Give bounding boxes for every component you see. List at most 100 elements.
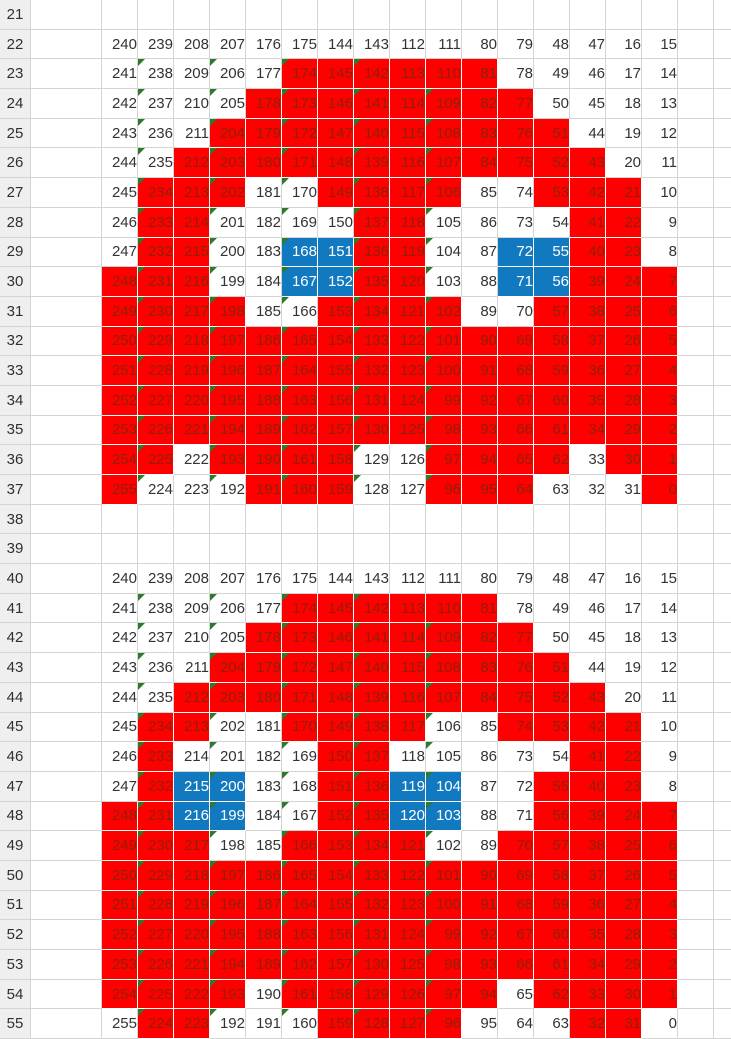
grid-cell[interactable]: 145 xyxy=(318,593,354,623)
grid-cell[interactable]: 177 xyxy=(246,59,282,89)
grid-cell[interactable]: 120 xyxy=(390,801,426,831)
grid-cell[interactable]: 209 xyxy=(174,593,210,623)
grid-cell[interactable]: 246 xyxy=(102,207,138,237)
grid-cell[interactable]: 108 xyxy=(426,653,462,683)
grid-cell[interactable]: 74 xyxy=(498,712,534,742)
grid-cell[interactable]: 4 xyxy=(642,356,678,386)
grid-cell[interactable]: 210 xyxy=(174,623,210,653)
grid-cell[interactable]: 175 xyxy=(282,29,318,59)
grid-cell[interactable]: 33 xyxy=(570,979,606,1009)
grid-cell[interactable]: 204 xyxy=(210,653,246,683)
grid-cell[interactable] xyxy=(498,534,534,564)
grid-cell[interactable]: 119 xyxy=(390,237,426,267)
grid-cell[interactable]: 40 xyxy=(570,771,606,801)
grid-cell[interactable]: 167 xyxy=(282,801,318,831)
grid-cell[interactable]: 232 xyxy=(138,771,174,801)
blank-column-cell[interactable] xyxy=(31,148,102,178)
grid-cell[interactable]: 250 xyxy=(102,860,138,890)
grid-cell[interactable]: 182 xyxy=(246,742,282,772)
grid-cell[interactable] xyxy=(354,534,390,564)
grid-cell[interactable]: 201 xyxy=(210,207,246,237)
grid-cell[interactable] xyxy=(462,0,498,29)
grid-cell[interactable]: 149 xyxy=(318,178,354,208)
grid-cell[interactable]: 91 xyxy=(462,356,498,386)
grid-cell[interactable]: 81 xyxy=(462,59,498,89)
grid-cell[interactable]: 60 xyxy=(534,920,570,950)
grid-cell[interactable] xyxy=(246,0,282,29)
grid-cell[interactable]: 128 xyxy=(354,475,390,505)
grid-cell[interactable]: 3 xyxy=(642,385,678,415)
grid-cell[interactable]: 188 xyxy=(246,385,282,415)
grid-cell[interactable] xyxy=(534,504,570,534)
grid-cell[interactable]: 54 xyxy=(534,207,570,237)
grid-cell[interactable]: 9 xyxy=(642,207,678,237)
grid-cell[interactable]: 4 xyxy=(642,890,678,920)
grid-cell[interactable]: 170 xyxy=(282,712,318,742)
grid-cell[interactable]: 187 xyxy=(246,890,282,920)
trailing-blank-cell[interactable] xyxy=(714,504,731,534)
grid-cell[interactable]: 190 xyxy=(246,979,282,1009)
blank-column-cell[interactable] xyxy=(31,890,102,920)
grid-cell[interactable]: 177 xyxy=(246,593,282,623)
grid-cell[interactable]: 36 xyxy=(570,890,606,920)
row-header[interactable]: 25 xyxy=(0,118,31,148)
grid-cell[interactable]: 118 xyxy=(390,207,426,237)
grid-cell[interactable]: 182 xyxy=(246,207,282,237)
grid-cell[interactable]: 225 xyxy=(138,979,174,1009)
grid-cell[interactable]: 13 xyxy=(642,623,678,653)
grid-cell[interactable]: 166 xyxy=(282,296,318,326)
trailing-blank-cell[interactable] xyxy=(714,771,731,801)
row-header[interactable]: 28 xyxy=(0,207,31,237)
grid-cell[interactable]: 13 xyxy=(642,89,678,119)
grid-cell[interactable]: 196 xyxy=(210,356,246,386)
grid-cell[interactable]: 40 xyxy=(570,237,606,267)
grid-cell[interactable]: 119 xyxy=(390,771,426,801)
grid-cell[interactable]: 123 xyxy=(390,356,426,386)
grid-cell[interactable]: 143 xyxy=(354,564,390,594)
grid-cell[interactable]: 87 xyxy=(462,237,498,267)
row-header[interactable]: 52 xyxy=(0,920,31,950)
grid-cell[interactable]: 144 xyxy=(318,564,354,594)
blank-column-cell[interactable] xyxy=(31,682,102,712)
grid-cell[interactable]: 167 xyxy=(282,267,318,297)
grid-cell[interactable]: 115 xyxy=(390,653,426,683)
grid-cell[interactable]: 214 xyxy=(174,742,210,772)
trailing-blank-cell[interactable] xyxy=(678,890,714,920)
grid-cell[interactable]: 70 xyxy=(498,831,534,861)
grid-cell[interactable]: 212 xyxy=(174,148,210,178)
grid-cell[interactable]: 73 xyxy=(498,742,534,772)
blank-column-cell[interactable] xyxy=(31,742,102,772)
trailing-blank-cell[interactable] xyxy=(678,979,714,1009)
grid-cell[interactable]: 230 xyxy=(138,296,174,326)
grid-cell[interactable]: 30 xyxy=(606,979,642,1009)
trailing-blank-cell[interactable] xyxy=(714,742,731,772)
grid-cell[interactable]: 107 xyxy=(426,148,462,178)
grid-cell[interactable]: 228 xyxy=(138,356,174,386)
grid-cell[interactable]: 69 xyxy=(498,326,534,356)
grid-cell[interactable]: 238 xyxy=(138,593,174,623)
grid-cell[interactable] xyxy=(174,504,210,534)
trailing-blank-cell[interactable] xyxy=(678,237,714,267)
trailing-blank-cell[interactable] xyxy=(714,326,731,356)
grid-cell[interactable]: 179 xyxy=(246,653,282,683)
grid-cell[interactable]: 203 xyxy=(210,682,246,712)
grid-cell[interactable]: 110 xyxy=(426,59,462,89)
grid-cell[interactable] xyxy=(282,534,318,564)
grid-cell[interactable]: 2 xyxy=(642,415,678,445)
grid-cell[interactable]: 148 xyxy=(318,682,354,712)
grid-cell[interactable]: 164 xyxy=(282,890,318,920)
grid-cell[interactable]: 73 xyxy=(498,207,534,237)
grid-cell[interactable]: 104 xyxy=(426,237,462,267)
grid-cell[interactable]: 25 xyxy=(606,296,642,326)
grid-cell[interactable]: 114 xyxy=(390,89,426,119)
grid-cell[interactable]: 36 xyxy=(570,356,606,386)
grid-cell[interactable]: 153 xyxy=(318,296,354,326)
grid-cell[interactable]: 18 xyxy=(606,89,642,119)
blank-column-cell[interactable] xyxy=(31,979,102,1009)
grid-cell[interactable]: 34 xyxy=(570,415,606,445)
grid-cell[interactable]: 131 xyxy=(354,920,390,950)
grid-cell[interactable] xyxy=(210,534,246,564)
grid-cell[interactable]: 193 xyxy=(210,445,246,475)
grid-cell[interactable]: 20 xyxy=(606,148,642,178)
